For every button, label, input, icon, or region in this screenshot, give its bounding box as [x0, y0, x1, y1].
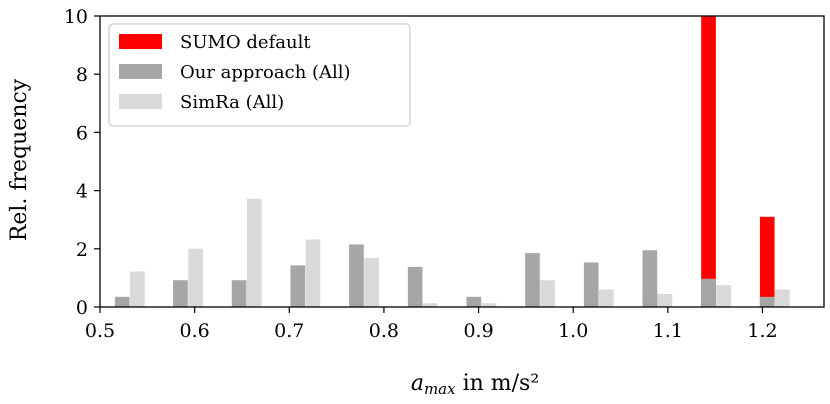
- x-tick-label: 0.7: [274, 320, 304, 342]
- bar-series2-5: [422, 303, 438, 307]
- legend: SUMO default Our approach (All) SimRa (All…: [108, 23, 411, 127]
- y-tick-label: 4: [76, 181, 88, 203]
- bar-series1-8: [583, 262, 599, 307]
- bar-series2-3: [305, 239, 321, 307]
- x-axis-var: a: [411, 371, 424, 396]
- legend-swatch: [119, 34, 162, 49]
- legend-label: SUMO default: [180, 32, 311, 53]
- y-tick-label: 10: [64, 6, 88, 28]
- bar-series0-1: [701, 16, 716, 307]
- bar-series0-2: [759, 216, 775, 307]
- bar-series1-5: [407, 266, 423, 307]
- bar-series2-10: [716, 285, 732, 307]
- legend-swatch: [119, 94, 162, 109]
- legend-label: Our approach (All): [180, 62, 351, 83]
- y-tick-label: 0: [76, 297, 88, 319]
- bar-series2-9: [657, 293, 673, 307]
- bar-series1-11: [759, 296, 775, 307]
- y-axis-title: Rel. frequency: [7, 78, 32, 241]
- x-axis-rest: in m/s²: [456, 371, 540, 396]
- x-tick-label: 0.9: [463, 320, 493, 342]
- x-tick-label: 0.8: [369, 320, 399, 342]
- bar-series2-7: [540, 280, 555, 307]
- plot-frame: [99, 15, 825, 308]
- bar-series1-1: [173, 280, 188, 307]
- x-axis-title: amax in m/s²: [411, 371, 539, 398]
- x-tick-label: 1.0: [558, 320, 588, 342]
- bar-series1-3: [290, 265, 306, 307]
- bar-series2-2: [246, 198, 262, 307]
- x-tick-label: 1.1: [653, 320, 683, 342]
- bar-series2-1: [188, 248, 203, 307]
- bar-series1-2: [231, 280, 247, 307]
- bar-series1-7: [525, 253, 540, 307]
- x-tick-label: 0.5: [85, 320, 115, 342]
- x-tick-label: 1.2: [747, 320, 777, 342]
- bar-series2-8: [598, 289, 614, 307]
- bar-series2-4: [364, 258, 379, 307]
- bars-layer: [114, 16, 790, 307]
- y-tick-label: 2: [76, 239, 88, 261]
- bar-series1-4: [349, 244, 364, 307]
- x-axis-sub: max: [424, 380, 456, 398]
- bar-series1-6: [466, 296, 482, 307]
- bar-series2-6: [481, 303, 497, 307]
- bar-series1-9: [642, 250, 658, 307]
- y-tick-label: 6: [76, 122, 88, 144]
- x-tick-label: 0.6: [180, 320, 210, 342]
- legend-label: SimRa (All): [180, 92, 284, 113]
- bar-series2-11: [775, 289, 790, 307]
- axes-layer: 0.5 0.6 0.7 0.8 0.9 1.0 1.1 1.2 0 2 4 6 8 10: [64, 6, 825, 342]
- y-tick-label: 8: [76, 64, 88, 86]
- bar-series1-0: [114, 296, 130, 307]
- legend-swatch: [119, 64, 162, 79]
- legend-box: [108, 23, 411, 127]
- bar-series1-10: [701, 278, 716, 307]
- bar-series2-0: [130, 271, 145, 307]
